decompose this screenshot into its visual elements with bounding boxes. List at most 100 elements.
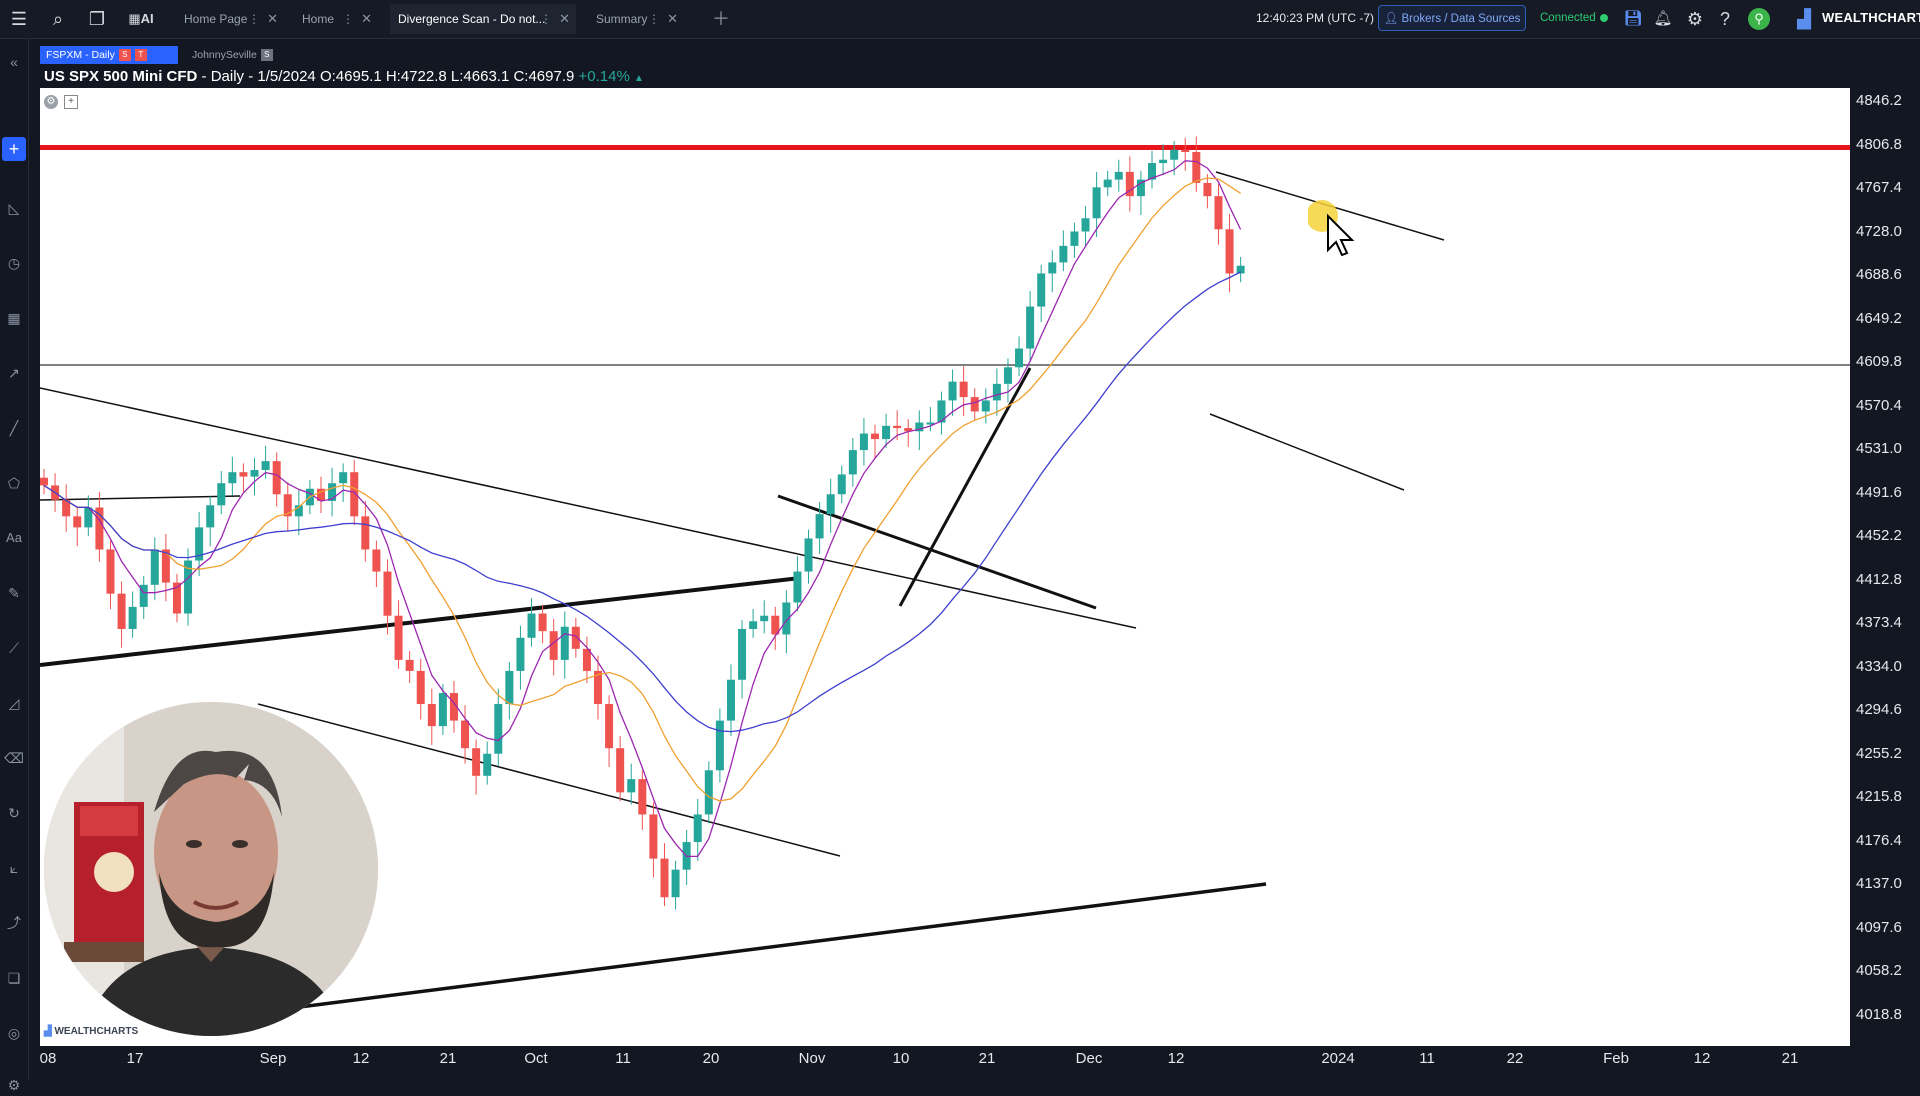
candle-body <box>871 433 879 440</box>
time-tick-label: 11 <box>1419 1050 1435 1067</box>
tab-home[interactable]: Home ⋮ ✕ <box>294 4 378 34</box>
candle-body <box>516 637 525 671</box>
close-icon[interactable]: ✕ <box>559 11 570 26</box>
chart-settings-icon[interactable]: ⚙ <box>44 95 58 109</box>
candle-body <box>582 648 591 671</box>
price-tick-label: 4491.6 <box>1856 483 1902 501</box>
candle-body <box>184 560 193 614</box>
candle-body <box>882 425 891 440</box>
tab-home-page[interactable]: Home Page ⋮ ✕ <box>176 4 284 34</box>
candle-body <box>272 461 281 495</box>
time-axis[interactable]: 08 17 Sep 12 21 Oct 11 20 Nov 10 21 Dec 12 2024 11 22 Fe… <box>40 1046 1850 1080</box>
candle-body <box>283 494 292 517</box>
chart-svg[interactable] <box>40 88 1850 1046</box>
tab-menu-icon[interactable]: ⋮ <box>648 12 660 26</box>
clock-icon[interactable]: ◷ <box>7 255 21 271</box>
time-tick-label: Feb <box>1603 1050 1629 1067</box>
webcam-image <box>44 702 378 1036</box>
calendar-icon[interactable]: ▦ <box>7 310 21 326</box>
candle-body <box>40 477 48 486</box>
candle-body <box>73 516 82 528</box>
trendline <box>257 703 841 857</box>
watermark-logo-icon: ▟ <box>44 1026 55 1037</box>
time-tick-label: 12 <box>352 1050 370 1067</box>
candle-body <box>1148 163 1156 180</box>
candle-body <box>571 626 580 649</box>
tab-label: Home Page <box>184 12 248 26</box>
price-axis[interactable]: 4846.2 4806.8 4767.4 4728.0 4688.6 4649.2 4609… <box>1850 88 1920 1046</box>
chart-add-icon[interactable]: + <box>64 95 78 109</box>
line-tool-icon[interactable]: ╱ <box>9 420 19 436</box>
candle-body <box>1037 273 1046 307</box>
candle-body <box>1136 179 1145 197</box>
candle-body <box>416 670 425 705</box>
candle-body <box>738 628 747 680</box>
add-drawing-icon[interactable]: + <box>2 137 26 161</box>
shape-tool-icon[interactable]: ⬠ <box>7 475 21 491</box>
badge-t: T <box>134 49 147 62</box>
ohlc-low: L:4663.1 <box>450 68 510 85</box>
indicator-icon[interactable]: ⟀ <box>9 860 19 876</box>
settings-small-icon[interactable]: ⚙ <box>7 1077 21 1093</box>
change-percent: +0.14% <box>578 68 630 85</box>
measure-icon[interactable]: ◿ <box>8 695 20 711</box>
candle-body <box>472 748 481 776</box>
candle-body <box>1103 179 1112 188</box>
badge-s: S <box>118 49 131 62</box>
target-icon[interactable]: ◎ <box>7 1025 21 1041</box>
save-icon[interactable]: 💾︎ <box>1623 10 1643 27</box>
strategy-icon[interactable]: ⤴ <box>7 915 21 931</box>
interval-date: - Daily - 1/5/2024 <box>201 68 316 85</box>
close-icon[interactable]: ✕ <box>267 11 278 26</box>
help-icon[interactable]: ? <box>1719 9 1730 29</box>
tab-divergence-scan[interactable]: Divergence Scan - Do not... ⋮ ✕ <box>390 4 576 34</box>
presenter-webcam <box>44 702 378 1036</box>
chart-type-icon[interactable]: ◺ <box>8 200 20 216</box>
symbol-tab-other[interactable]: JohnnySeville S <box>186 46 292 64</box>
candle-body <box>715 720 724 771</box>
time-tick-label: 21 <box>978 1050 996 1067</box>
tab-menu-icon[interactable]: ⋮ <box>248 12 260 26</box>
moving-average-mid <box>43 177 1241 802</box>
tab-menu-icon[interactable]: ⋮ <box>342 12 354 26</box>
trend-icon[interactable]: ↗ <box>8 365 20 381</box>
text-tool-icon[interactable]: Aa <box>6 530 22 545</box>
menu-icon[interactable]: ☰ <box>10 9 28 29</box>
candle-body <box>926 422 935 425</box>
layers-icon[interactable]: ❏ <box>7 970 21 986</box>
tab-summary[interactable]: Summary ⋮ ✕ <box>588 4 684 34</box>
collapse-chevrons-icon[interactable]: « <box>10 54 18 70</box>
candle-body <box>859 433 868 451</box>
price-tick-label: 4531.0 <box>1856 440 1902 457</box>
bell-icon[interactable]: 🔔︎ <box>1653 10 1673 27</box>
candle-body <box>427 704 436 727</box>
candle-body <box>139 584 148 607</box>
time-tick-label: 11 <box>615 1050 631 1067</box>
ai-chart-icon[interactable]: ▦AI <box>128 11 154 26</box>
candle-body <box>893 425 902 429</box>
price-tick-label: 4806.8 <box>1856 135 1902 153</box>
close-icon[interactable]: ✕ <box>667 11 678 26</box>
brokers-data-sources-button[interactable]: 👤︎ Brokers / Data Sources <box>1378 5 1526 31</box>
top-bar: ☰ ⌕ ❐ ▦AI Home Page ⋮ ✕ Home ⋮ ✕ Divergence … <box>0 0 1920 39</box>
tab-label: Divergence Scan - Do not... <box>398 12 546 26</box>
candle-body <box>250 469 259 477</box>
refresh-icon[interactable]: ↻ <box>8 805 20 821</box>
candle-body <box>217 483 226 506</box>
candle-body <box>383 571 392 616</box>
candle-body <box>1159 159 1168 164</box>
gear-icon[interactable]: ⚙ <box>1686 9 1704 29</box>
ruler-icon[interactable]: ⟋ <box>9 640 19 656</box>
eraser-icon[interactable]: ⌫ <box>4 750 24 766</box>
tab-label: Home <box>302 12 335 26</box>
pencil-icon[interactable]: ✎ <box>8 585 20 601</box>
candle-body <box>560 626 569 660</box>
moving-average-slow <box>43 271 1241 733</box>
location-pin-icon[interactable]: ⚲ <box>1748 8 1770 30</box>
search-icon[interactable]: ⌕ <box>52 9 64 29</box>
symbol-tab-active[interactable]: FSPXM - Daily S T <box>40 46 178 64</box>
tab-menu-icon[interactable]: ⋮ <box>540 12 552 26</box>
add-tab-icon[interactable]: ＋ <box>712 9 730 29</box>
close-icon[interactable]: ✕ <box>361 11 372 26</box>
layouts-icon[interactable]: ❐ <box>88 9 106 29</box>
